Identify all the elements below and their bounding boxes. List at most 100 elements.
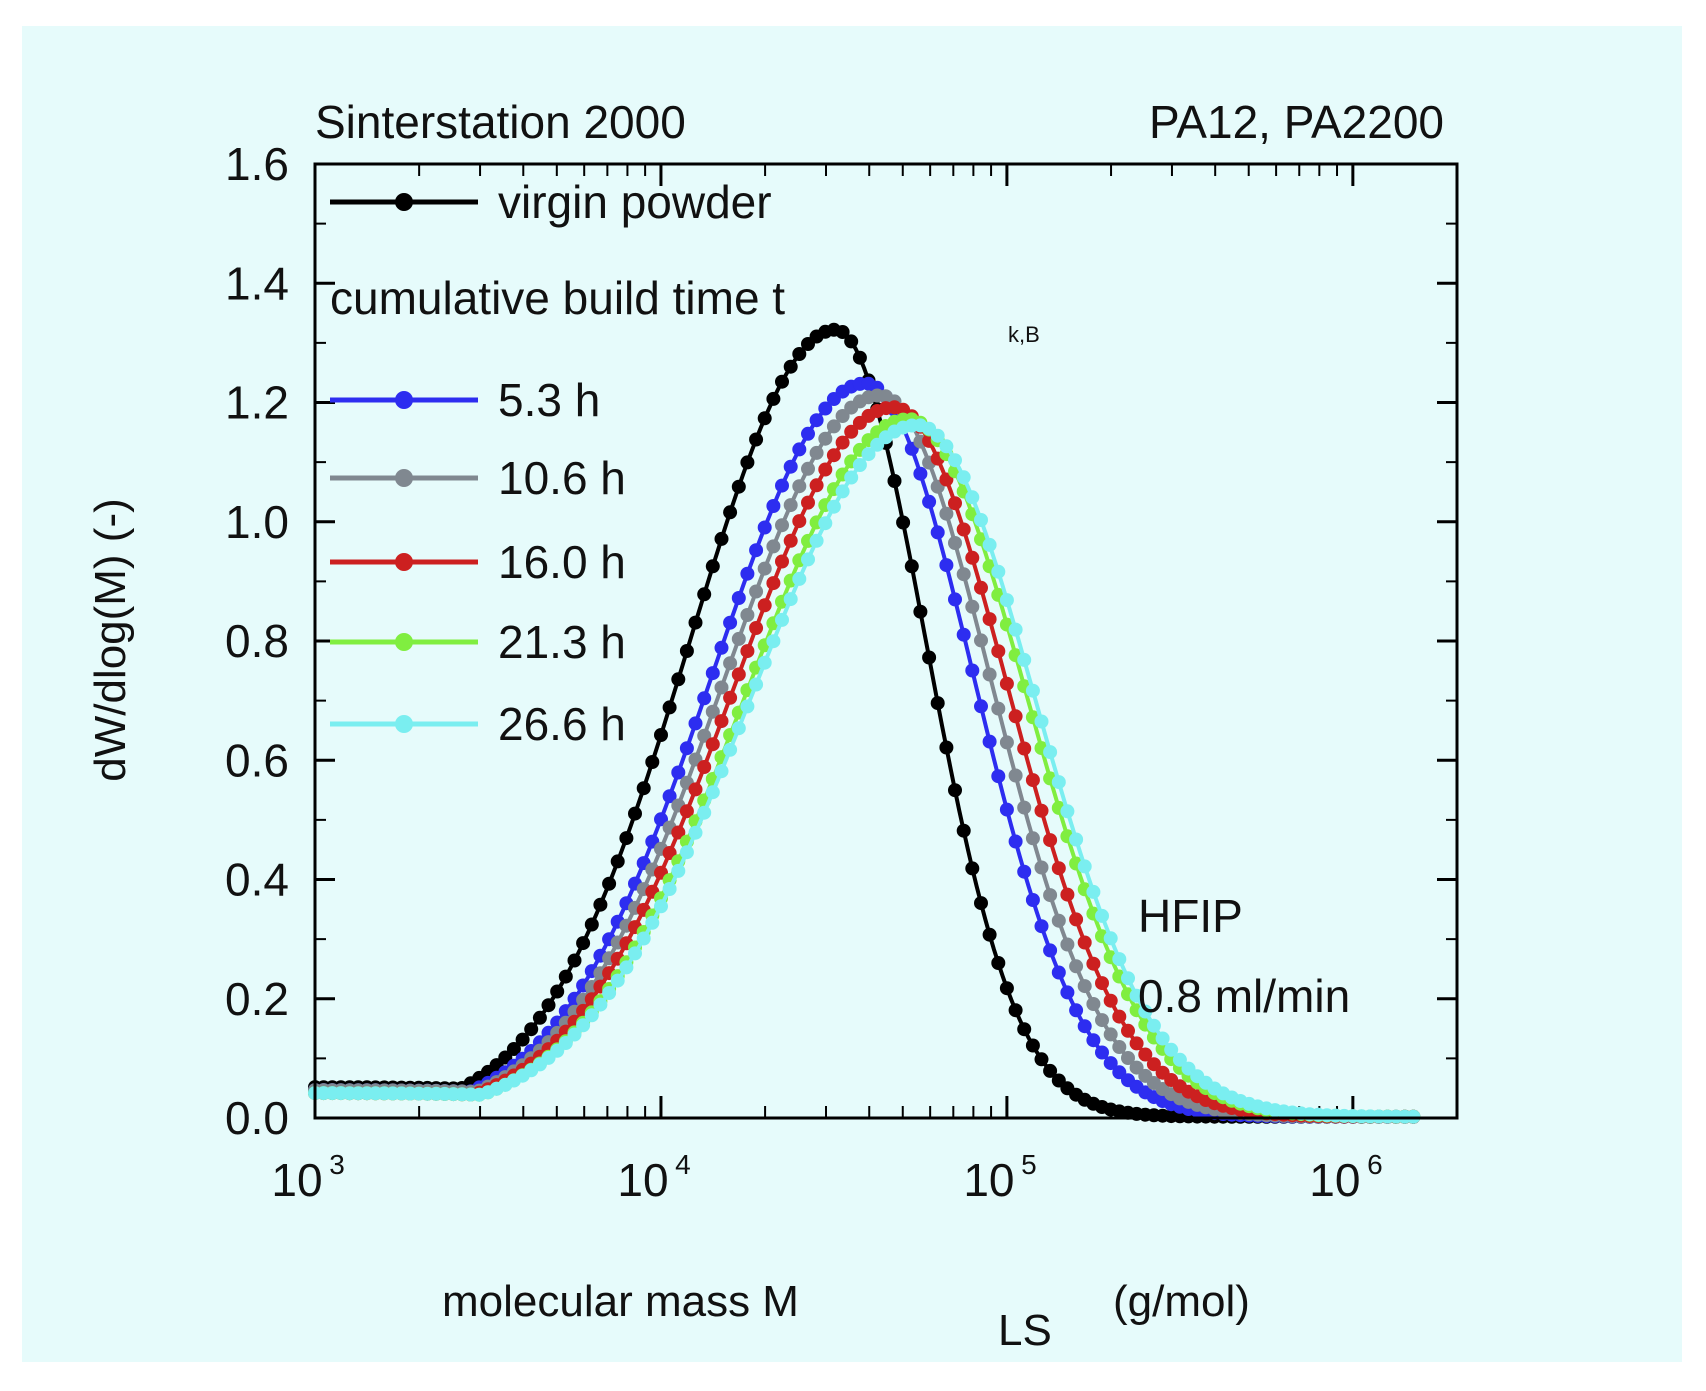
data-point xyxy=(654,812,668,827)
data-point xyxy=(999,735,1014,750)
data-point xyxy=(861,447,876,462)
data-point xyxy=(930,525,945,540)
data-point xyxy=(1138,1004,1153,1019)
data-point xyxy=(1043,745,1058,760)
data-point xyxy=(1025,773,1040,788)
data-point xyxy=(965,550,980,565)
data-point xyxy=(723,615,738,630)
data-point xyxy=(1034,919,1049,934)
data-point xyxy=(731,721,746,736)
data-point xyxy=(593,997,608,1012)
data-point xyxy=(524,1022,539,1037)
data-point xyxy=(1077,1019,1092,1034)
data-point xyxy=(584,917,599,932)
data-point xyxy=(965,663,980,678)
data-point xyxy=(584,1008,599,1023)
data-point xyxy=(532,1010,547,1025)
legend-marker xyxy=(395,715,413,733)
data-point xyxy=(783,359,798,374)
data-point xyxy=(956,627,971,642)
legend-label: 10.6 h xyxy=(498,452,626,504)
data-point xyxy=(628,946,642,961)
data-point xyxy=(593,897,608,912)
annotation-flow-rate: 0.8 ml/min xyxy=(1138,970,1350,1022)
data-point xyxy=(1034,803,1049,818)
data-point xyxy=(1095,908,1109,923)
data-point xyxy=(515,1032,530,1047)
data-point xyxy=(757,411,772,426)
data-point xyxy=(809,533,824,548)
data-point xyxy=(498,1050,513,1065)
chart-panel xyxy=(22,26,1682,1362)
data-point xyxy=(1095,1013,1109,1028)
data-point xyxy=(723,690,738,705)
data-point xyxy=(1103,931,1118,946)
x-tick-label-exponent: 4 xyxy=(675,1149,691,1180)
data-point xyxy=(1129,1036,1144,1051)
data-point xyxy=(1112,1009,1127,1024)
y-tick-label: 1.4 xyxy=(225,257,289,309)
data-point xyxy=(697,805,712,820)
data-point xyxy=(991,644,1006,659)
data-point xyxy=(1146,1057,1161,1072)
data-point xyxy=(835,435,850,450)
data-point xyxy=(792,442,807,457)
data-point xyxy=(783,533,798,548)
data-point xyxy=(1086,884,1101,899)
x-tick-label-exponent: 5 xyxy=(1021,1149,1037,1180)
data-point xyxy=(671,863,686,878)
data-point xyxy=(679,644,694,658)
data-point xyxy=(602,876,617,891)
data-point xyxy=(999,981,1014,996)
data-point xyxy=(567,953,582,968)
data-point xyxy=(541,998,556,1013)
data-point xyxy=(1129,988,1144,1003)
data-point xyxy=(740,566,755,581)
data-point xyxy=(948,453,962,468)
data-point xyxy=(913,604,928,619)
y-tick-labels: 0.0 0.2 0.4 0.6 0.8 1.0 1.2 1.4 1.6 xyxy=(225,138,289,1144)
data-point xyxy=(852,350,867,365)
data-point xyxy=(948,783,962,798)
data-point xyxy=(974,580,988,595)
data-point xyxy=(956,470,971,485)
data-point xyxy=(654,728,668,742)
data-point xyxy=(1025,893,1040,907)
data-point xyxy=(749,543,764,558)
data-point xyxy=(982,667,997,682)
legend-label: virgin powder xyxy=(498,176,772,228)
data-point xyxy=(1051,861,1066,876)
data-point xyxy=(1043,943,1058,958)
data-point xyxy=(1060,804,1075,819)
data-point xyxy=(1103,1056,1118,1071)
data-point xyxy=(1095,976,1109,991)
data-point xyxy=(1008,709,1023,724)
y-tick-label: 1.0 xyxy=(225,496,289,548)
data-point xyxy=(1069,959,1084,974)
data-point xyxy=(783,498,798,513)
data-point xyxy=(688,782,703,797)
data-point xyxy=(679,845,694,860)
data-point xyxy=(792,479,807,494)
data-point xyxy=(809,478,824,493)
data-point xyxy=(939,558,954,573)
data-point xyxy=(1034,860,1049,875)
data-point xyxy=(956,823,971,838)
data-point xyxy=(982,612,997,627)
data-point xyxy=(1172,1052,1187,1067)
data-point xyxy=(1121,1051,1135,1065)
data-point xyxy=(1069,912,1084,927)
data-point xyxy=(826,499,841,514)
y-tick-label: 1.6 xyxy=(225,138,289,190)
data-point xyxy=(662,700,677,715)
data-point xyxy=(757,561,772,576)
data-point xyxy=(723,505,738,520)
data-point xyxy=(558,1036,573,1050)
data-point xyxy=(844,470,859,485)
data-point xyxy=(697,587,712,602)
data-point xyxy=(809,413,824,428)
data-point xyxy=(757,598,772,613)
data-point xyxy=(766,391,781,406)
annotation-solvent: HFIP xyxy=(1138,890,1243,942)
